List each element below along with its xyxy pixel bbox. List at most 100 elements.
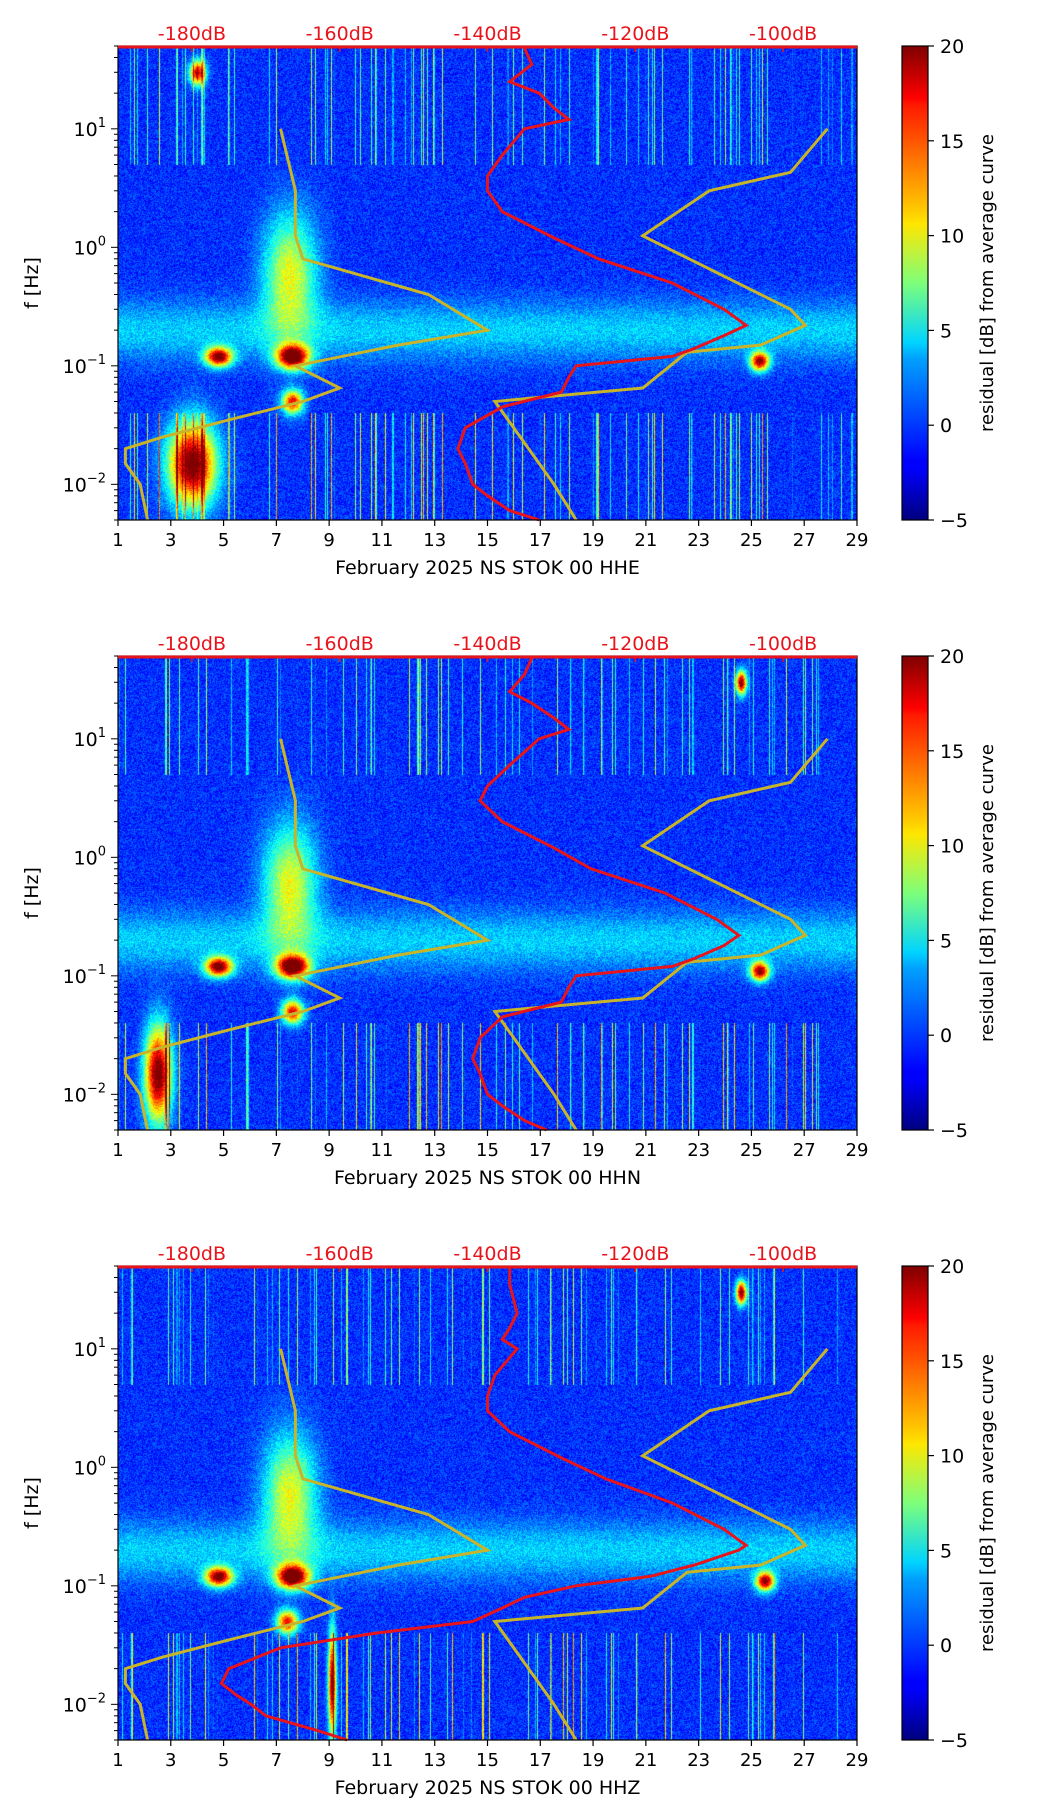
x-tick-label: 1	[112, 530, 123, 551]
y-tick-base: 10	[74, 729, 98, 751]
y-tick-exponent: −1	[87, 353, 106, 368]
colorbar-tick-label: 20	[940, 36, 964, 58]
x-tick-label: 23	[687, 1140, 710, 1161]
y-tick-exponent: −2	[87, 1691, 106, 1706]
x-axis-label: February 2025 NS STOK 00 HHN	[334, 1167, 641, 1189]
colorbar-tick-label: 15	[940, 1351, 964, 1373]
x-tick-label: 15	[476, 1750, 499, 1771]
x-tick-label: 3	[165, 530, 176, 551]
x-tick-label: 23	[687, 1750, 710, 1771]
db-tick-label: -100dB	[749, 1243, 817, 1265]
colorbar-tick-label: 0	[940, 1635, 952, 1657]
colorbar	[901, 1265, 929, 1741]
y-tick-base: 10	[63, 356, 87, 378]
colorbar-tick-label: 15	[940, 131, 964, 153]
x-tick-label: 15	[476, 1140, 499, 1161]
y-tick-exponent: −2	[87, 1081, 106, 1096]
y-tick-label: 10−1	[63, 353, 106, 378]
noise-model-curve	[123, 128, 492, 521]
colorbar-tick-label: −5	[940, 1120, 968, 1142]
db-tick-label: -120dB	[601, 1243, 669, 1265]
colorbar-tick-label: 5	[940, 930, 952, 952]
y-tick-label: 101	[74, 1336, 106, 1361]
y-tick-exponent: 0	[98, 844, 106, 859]
y-axis-label: f [Hz]	[21, 257, 43, 309]
y-tick-exponent: −1	[87, 963, 106, 978]
x-tick-label: 3	[165, 1750, 176, 1771]
y-tick-label: 101	[74, 116, 106, 141]
average-psd-curve	[456, 47, 750, 522]
x-tick-label: 25	[740, 1750, 763, 1771]
x-tick-label: 9	[323, 1750, 334, 1771]
x-tick-label: 3	[165, 1140, 176, 1161]
y-tick-base: 10	[63, 966, 87, 988]
y-tick-label: 101	[74, 726, 106, 751]
y-tick-base: 10	[74, 237, 98, 259]
y-tick-exponent: 0	[98, 1454, 106, 1469]
x-tick-label: 11	[370, 1140, 393, 1161]
colorbar-tick-label: −5	[940, 1730, 968, 1752]
y-tick-exponent: −2	[87, 471, 106, 486]
y-tick-base: 10	[63, 474, 87, 496]
y-tick-label: 10−2	[63, 1081, 106, 1106]
y-tick-base: 10	[63, 1694, 87, 1716]
db-tick-label: -140dB	[453, 1243, 521, 1265]
db-tick-label: -120dB	[601, 633, 669, 655]
colorbar-tick-label: 15	[940, 741, 964, 763]
y-tick-exponent: 1	[98, 1336, 106, 1351]
noise-model-curve	[123, 1348, 492, 1741]
high-noise-model-curve	[492, 737, 829, 1131]
x-tick-label: 19	[582, 530, 605, 551]
colorbar-tick-label: 10	[940, 226, 964, 248]
y-tick-exponent: 1	[98, 116, 106, 131]
y-axis-label: f [Hz]	[21, 867, 43, 919]
x-tick-label: 27	[793, 1750, 816, 1771]
x-tick-label: 13	[423, 1750, 446, 1771]
spectrogram-image	[118, 1266, 857, 1740]
db-tick-label: -160dB	[306, 23, 374, 45]
y-tick-exponent: 0	[98, 234, 106, 249]
x-tick-label: 7	[271, 1140, 282, 1161]
y-tick-exponent: 1	[98, 726, 106, 741]
colorbar-tick-label: 5	[940, 320, 952, 342]
y-tick-base: 10	[63, 1576, 87, 1598]
colorbar-tick-label: 0	[940, 415, 952, 437]
x-tick-label: 9	[323, 530, 334, 551]
x-tick-label: 5	[218, 1750, 229, 1771]
x-tick-label: 21	[634, 1140, 657, 1161]
x-tick-label: 23	[687, 530, 710, 551]
x-axis-label: February 2025 NS STOK 00 HHE	[335, 557, 640, 579]
db-tick-label: -160dB	[306, 1243, 374, 1265]
y-tick-base: 10	[74, 119, 98, 141]
db-tick-label: -100dB	[749, 633, 817, 655]
y-axis-label: f [Hz]	[21, 1477, 43, 1529]
average-psd-curve	[471, 657, 742, 1132]
x-axis-label: February 2025 NS STOK 00 HHZ	[335, 1777, 641, 1799]
x-tick-label: 21	[634, 530, 657, 551]
x-tick-label: 27	[793, 1140, 816, 1161]
spectrogram-image	[118, 656, 857, 1130]
y-tick-label: 10−2	[63, 1691, 106, 1716]
spectrogram-image	[118, 46, 857, 520]
x-tick-label: 29	[846, 1750, 869, 1771]
average-psd-curve	[219, 1268, 749, 1742]
db-tick-label: -140dB	[453, 633, 521, 655]
y-tick-label: 10−1	[63, 963, 106, 988]
x-tick-label: 19	[582, 1750, 605, 1771]
x-tick-label: 17	[529, 1750, 552, 1771]
db-tick-label: -160dB	[306, 633, 374, 655]
y-tick-base: 10	[74, 1339, 98, 1361]
x-tick-label: 7	[271, 530, 282, 551]
x-tick-label: 29	[846, 1140, 869, 1161]
x-tick-label: 21	[634, 1750, 657, 1771]
x-tick-label: 29	[846, 530, 869, 551]
x-tick-label: 11	[370, 1750, 393, 1771]
colorbar-label: residual [dB] from average curve	[977, 744, 998, 1042]
colorbar-tick-label: 0	[940, 1025, 952, 1047]
x-tick-label: 27	[793, 530, 816, 551]
db-tick-label: -180dB	[158, 1243, 226, 1265]
